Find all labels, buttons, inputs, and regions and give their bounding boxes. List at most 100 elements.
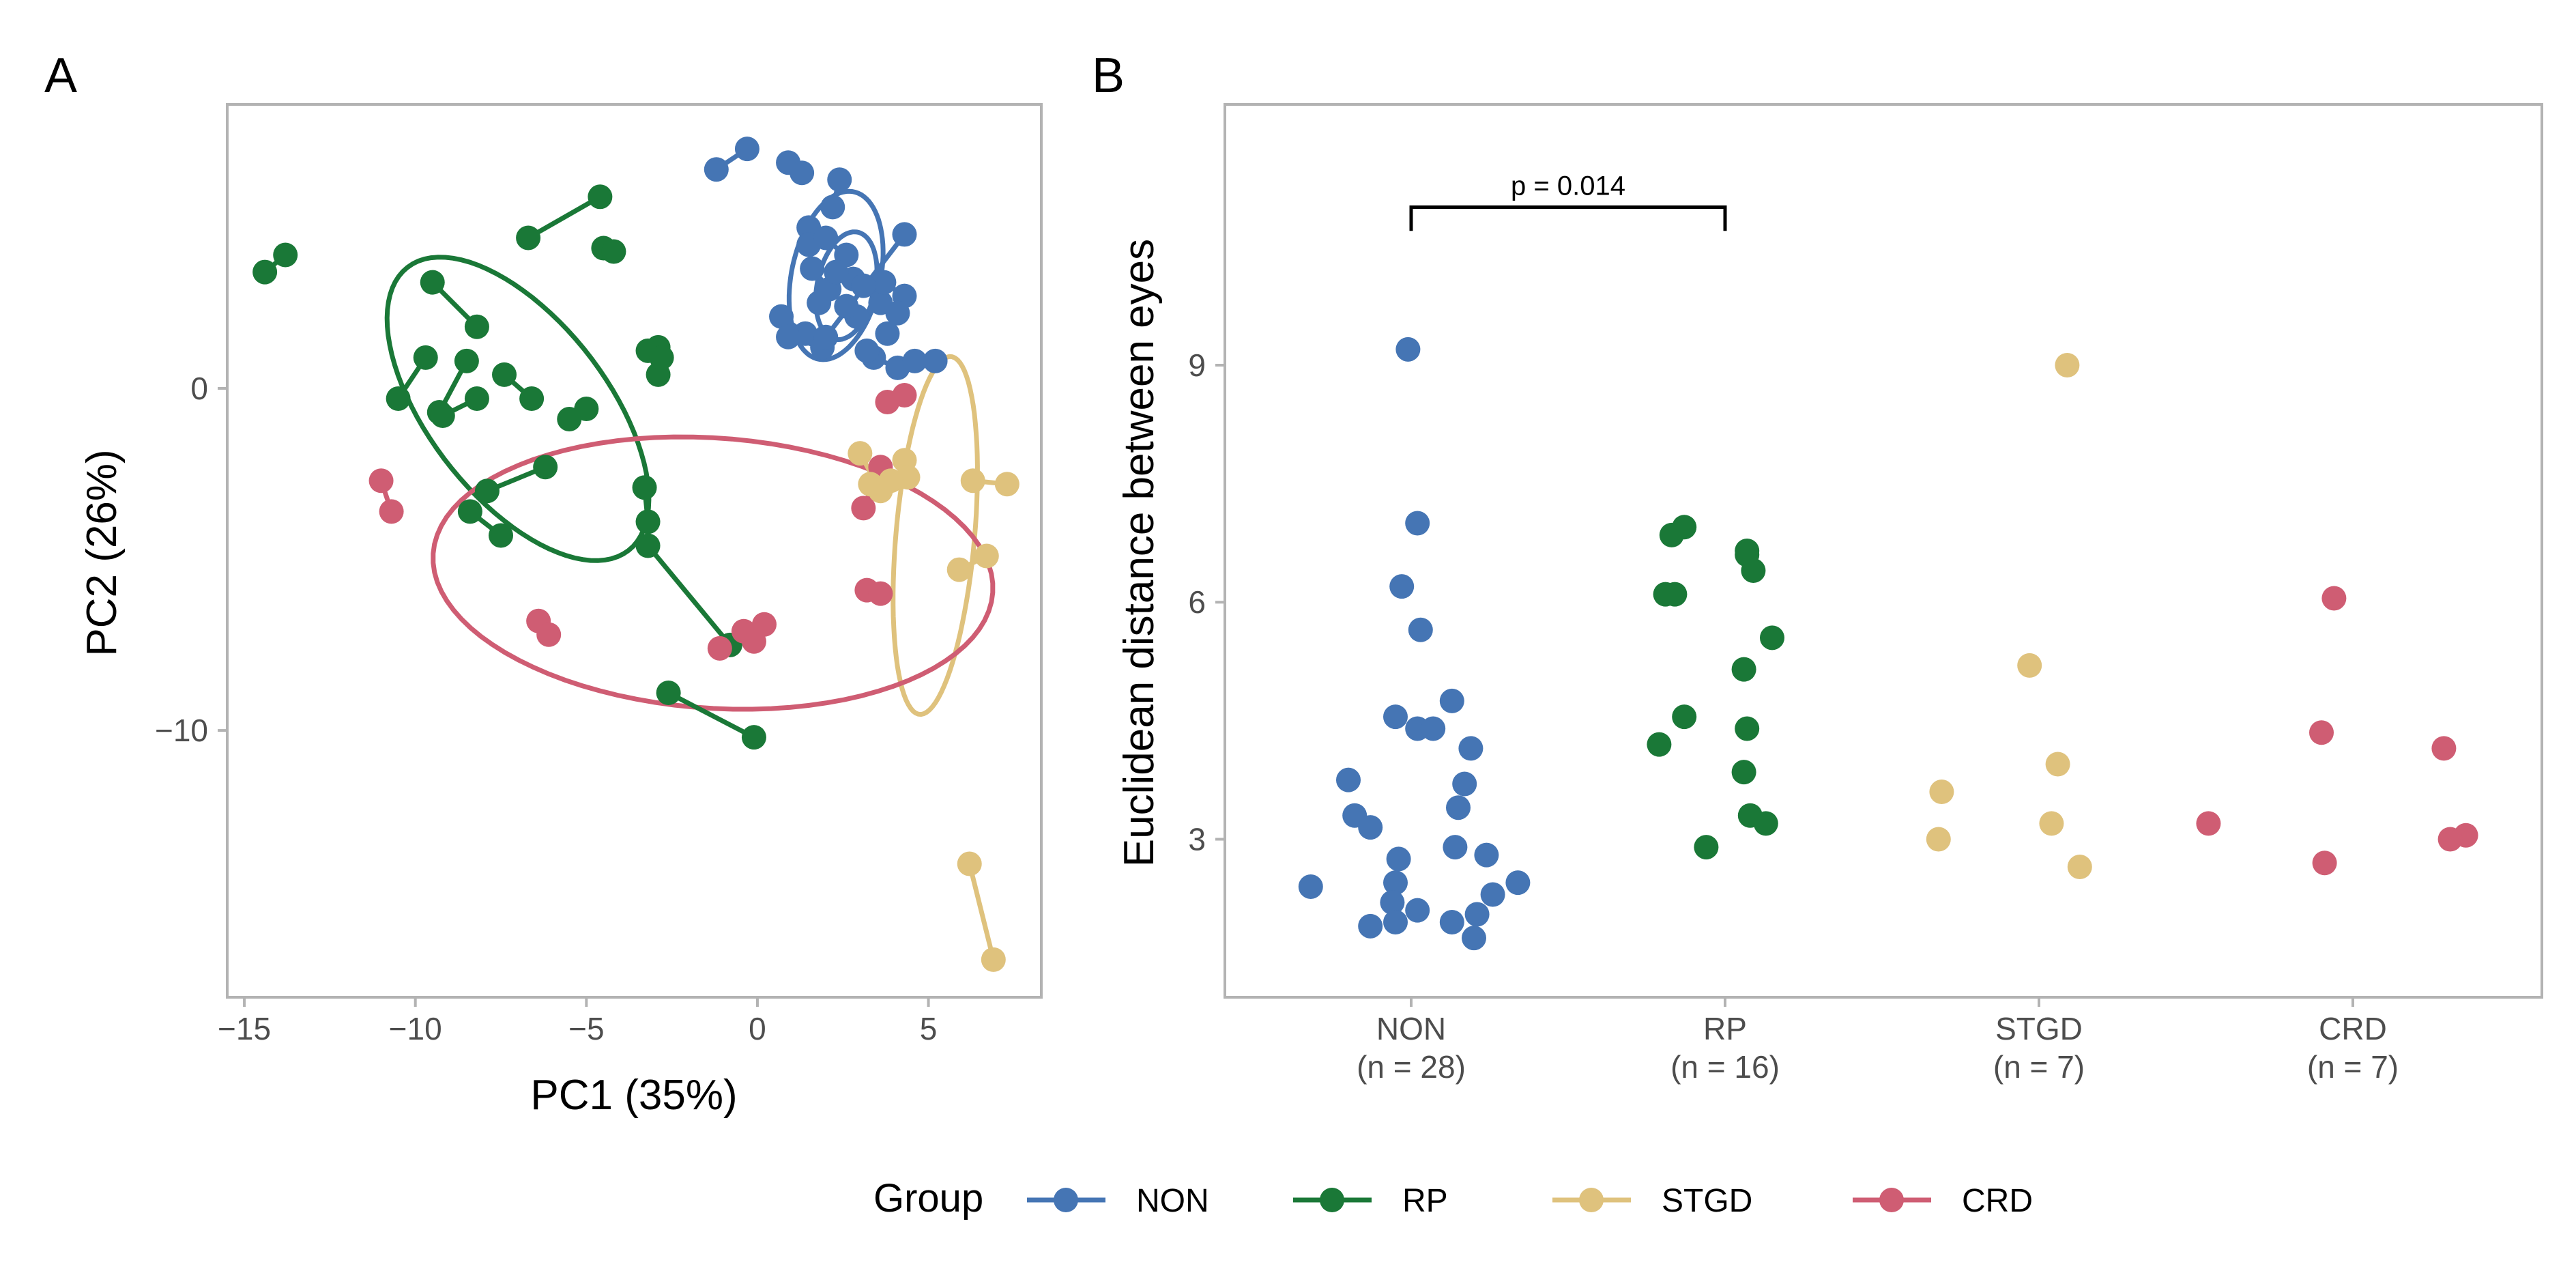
pca-point-non (827, 167, 852, 192)
pca-point-rp (430, 403, 455, 429)
legend-label: STGD (1662, 1183, 1752, 1219)
distance-point-non (1383, 870, 1408, 896)
pca-point-non (834, 294, 859, 319)
distance-point-crd (2321, 586, 2347, 611)
pca-x-tick-label: 5 (920, 1011, 938, 1046)
legend: Group NON RP STGD CRD (873, 1176, 2033, 1220)
significance-bracket: p = 0.014 (1409, 171, 1727, 231)
pca-points (252, 137, 1019, 972)
pca-point-rp (413, 345, 438, 370)
pca-point-rp (474, 478, 500, 504)
distance-point-non (1474, 842, 1499, 868)
p-value-label: p = 0.014 (1511, 171, 1625, 201)
distance-point-non (1446, 795, 1471, 820)
pca-point-non (704, 157, 729, 182)
legend-swatch (1320, 1188, 1344, 1212)
pca-point-rp (489, 523, 514, 548)
pca-x-tick-label: −5 (568, 1011, 604, 1046)
distance-point-rp (1731, 657, 1756, 682)
pca-point-stgd (848, 441, 873, 466)
pca-y-tick-label: −10 (155, 713, 208, 748)
pca-point-stgd (994, 472, 1019, 497)
pca-point-rp (492, 362, 517, 387)
pca-point-rp (464, 386, 489, 411)
legend-item-rp: RP (1293, 1183, 1448, 1219)
panel-a-label: A (44, 48, 77, 103)
pca-point-rp (632, 475, 657, 500)
pair-line-rp (646, 544, 732, 647)
distance-point-non (1386, 846, 1411, 872)
pca-point-non (807, 290, 832, 315)
pca-point-stgd (858, 472, 883, 497)
distance-points (1298, 337, 2478, 951)
ellipse-stgd (891, 354, 980, 717)
distance-point-stgd (2045, 752, 2070, 777)
pca-point-rp (741, 725, 766, 750)
ellipse-rp (384, 255, 652, 563)
distance-point-non (1439, 688, 1464, 713)
pca-point-non (871, 270, 897, 295)
category-label: NON (1376, 1011, 1446, 1046)
pca-point-non (885, 300, 910, 326)
legend-swatch (1054, 1188, 1078, 1212)
distance-point-non (1383, 910, 1408, 935)
distance-y-axis: 3 6 9 (1188, 347, 1225, 857)
distance-point-rp (1741, 558, 1766, 583)
significance-bracket-line (1409, 205, 1727, 231)
distance-point-non (1480, 882, 1505, 907)
pca-point-non (769, 304, 794, 329)
pca-point-crd (851, 496, 876, 521)
distance-point-stgd (2067, 855, 2092, 880)
pca-point-rp (588, 184, 613, 210)
distance-point-rp (1753, 811, 1778, 836)
distance-point-non (1452, 771, 1477, 797)
ellipse-non (786, 188, 886, 362)
distance-point-rp (1659, 522, 1684, 547)
legend-item-non: NON (1027, 1183, 1209, 1219)
legend-label: CRD (1962, 1183, 2033, 1219)
pca-point-crd (741, 629, 766, 654)
pca-point-rp (649, 345, 674, 370)
panel-b-label: B (1092, 48, 1125, 103)
category-n-label: (n = 28) (1357, 1049, 1466, 1085)
pca-plot-frame (226, 103, 1043, 999)
distance-point-rp (1694, 835, 1719, 860)
pca-point-rp (601, 239, 626, 264)
pca-point-crd (536, 622, 562, 647)
pca-point-non (824, 259, 849, 285)
legend-title: Group (873, 1176, 983, 1220)
pca-point-non (875, 321, 900, 346)
distance-panel: p = 0.014 NON(n = 28)RP(n = 16)STGD(n = … (1116, 103, 2543, 1085)
distance-point-non (1439, 910, 1464, 935)
pca-y-axis-title: PC2 (26%) (78, 449, 126, 656)
distance-x-axis: NON(n = 28)RP(n = 16)STGD(n = 7)CRD(n = … (1357, 997, 2399, 1085)
pca-point-crd (707, 635, 732, 661)
pca-point-stgd (957, 851, 982, 876)
pca-point-rp (252, 259, 278, 285)
distance-plot-frame (1224, 103, 2543, 999)
distance-point-non (1443, 835, 1468, 860)
pca-point-stgd (960, 468, 985, 494)
distance-point-crd (2312, 851, 2337, 876)
distance-point-non (1380, 890, 1405, 915)
distance-point-stgd (2055, 352, 2080, 377)
distance-point-non (1358, 815, 1383, 840)
distance-point-stgd (1926, 827, 1951, 852)
pca-point-rp (464, 314, 489, 339)
pca-point-rp (656, 680, 681, 705)
distance-point-rp (1731, 760, 1756, 785)
pca-point-non (813, 225, 839, 251)
pca-point-non (790, 160, 815, 186)
pca-point-non (851, 273, 876, 298)
distance-point-crd (2431, 736, 2457, 761)
pca-x-axis-title: PC1 (35%) (530, 1072, 737, 1119)
pca-point-rp (454, 348, 479, 373)
category-label: CRD (2319, 1011, 2387, 1046)
pca-x-tick-label: −15 (218, 1011, 271, 1046)
distance-point-non (1505, 870, 1531, 896)
legend-label: RP (1402, 1183, 1448, 1219)
ellipse-crd (431, 434, 996, 712)
pca-point-rp (420, 270, 445, 295)
pca-point-non (902, 348, 927, 373)
pca-panel: −15 −10 −5 0 5 0 −10 PC1 (35%) PC2 (26%) (78, 103, 1043, 1119)
